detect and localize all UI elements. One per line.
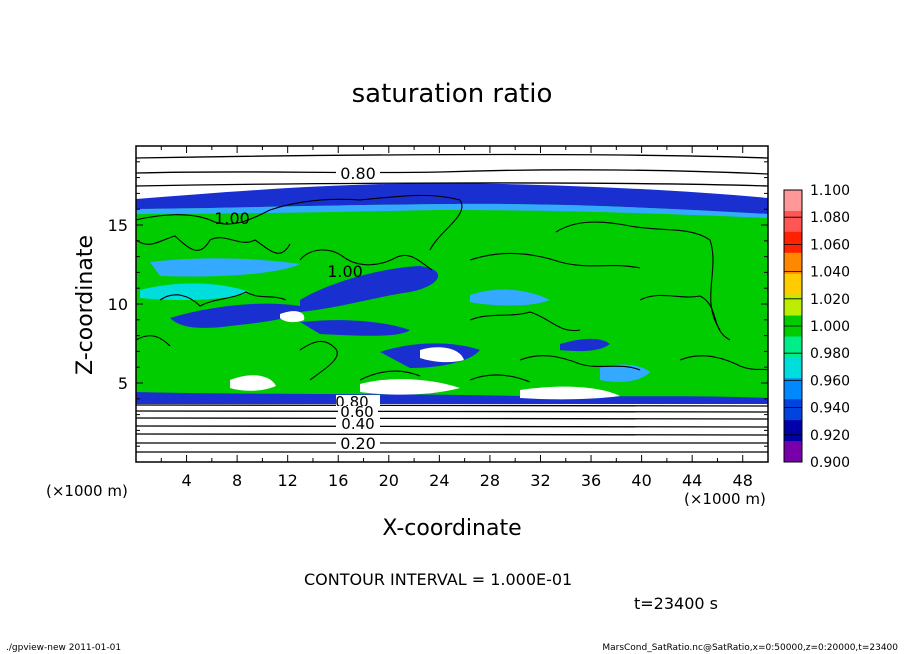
x-tick-label-9: 40 [631, 471, 651, 490]
y-axis-ticks: 5 10 15 [108, 161, 768, 447]
field-bottom-blue-band [136, 392, 768, 404]
colorbar-band-2 [784, 231, 802, 254]
contour-line-7 [136, 433, 768, 436]
saturation-field [136, 183, 768, 404]
colorbar-label-7: 0.960 [810, 373, 850, 389]
x-tick-label-1: 8 [232, 471, 242, 490]
x-tick-label-5: 24 [429, 471, 449, 490]
field-light-2 [470, 289, 550, 306]
y-axis-label: Z-coordinate [73, 235, 98, 375]
x-tick-label-11: 48 [733, 471, 753, 490]
x-tick-label-8: 36 [581, 471, 601, 490]
field-streak-1 [300, 266, 439, 312]
contour-squiggle-1 [136, 235, 291, 254]
contour-squiggle-12 [359, 370, 421, 381]
colorbar-band-4 [784, 273, 802, 296]
contour-line-5 [136, 417, 768, 420]
colorbar-label-4: 1.020 [810, 292, 850, 308]
contour-label-080-top: 0.80 [340, 164, 376, 183]
colorbar-band-12 [784, 441, 802, 463]
contour-label-100-left: 1.00 [214, 209, 250, 228]
field-white-5 [280, 311, 305, 323]
x-tick-label-2: 12 [278, 471, 298, 490]
colorbar-label-9: 0.920 [810, 428, 850, 444]
colorbar-band-8 [784, 357, 802, 379]
contour-squiggle-7 [469, 311, 581, 332]
y-tick-label-0: 5 [118, 374, 128, 393]
colorbar-label-0: 1.100 [810, 183, 850, 199]
colorbar-label-10: 0.900 [810, 455, 850, 471]
contour-squiggle-5 [469, 252, 641, 269]
contour-squiggle-3 [159, 291, 287, 307]
contour-label-040: 0.40 [341, 415, 374, 433]
footer-right: MarsCond_SatRatio.nc@SatRatio,x=0:50000,… [602, 643, 898, 653]
x-tick-label-4: 20 [379, 471, 399, 490]
field-white-1 [230, 375, 276, 391]
contour-squiggle-11 [679, 355, 768, 371]
x-tick-label-0: 4 [181, 471, 191, 490]
x-tick-label-7: 32 [530, 471, 550, 490]
x-tick-label-10: 44 [682, 471, 702, 490]
colorbar-band-7 [784, 336, 802, 358]
colorbar-band-10 [784, 399, 802, 421]
colorbar-label-6: 0.980 [810, 346, 850, 362]
contour-line-6 [136, 425, 768, 428]
colorbar-label-3: 1.040 [810, 265, 850, 281]
x-axis-ticks: 4 8 12 16 20 24 28 32 36 40 44 48 [160, 146, 753, 490]
contour-squiggle-9 [136, 335, 171, 347]
contour-interval-text: CONTOUR INTERVAL = 1.000E-01 [304, 570, 572, 589]
contour-label-060: 0.60 [340, 403, 373, 421]
x-tick-label-6: 28 [480, 471, 500, 490]
field-streak-5 [560, 338, 610, 352]
colorbar-labels: 1.100 1.080 1.060 1.040 1.020 1.000 0.980 0.960… [810, 183, 850, 471]
colorbar-label-1: 1.080 [810, 210, 850, 226]
colorbar-band-9 [784, 378, 802, 400]
contour-squiggle-13 [469, 374, 531, 383]
contour-squiggle-10 [519, 355, 641, 371]
plot-area [136, 146, 768, 462]
y-tick-label-2: 15 [108, 216, 128, 235]
field-white-4 [420, 347, 464, 363]
contour-line-2 [136, 182, 768, 187]
contour-line-4 [136, 410, 768, 413]
contour-line-1 [136, 169, 768, 175]
x-axis-label: X-coordinate [382, 516, 521, 541]
colorbar-band-5 [784, 294, 802, 317]
colorbar-label-5: 1.000 [810, 319, 850, 335]
field-streak-3 [300, 320, 410, 336]
contour-line-3 [136, 404, 768, 407]
chart-title: saturation ratio [352, 79, 553, 109]
field-top-lightblue-band [136, 203, 768, 218]
contour-squiggle-8 [639, 294, 731, 341]
contour-label-020: 0.20 [340, 434, 376, 453]
contour-squiggle-2 [299, 249, 433, 271]
contour-squiggle-4 [299, 340, 338, 381]
contour-lines [136, 153, 768, 453]
footer-left: ./gpview-new 2011-01-01 [6, 643, 121, 653]
contour-squiggle-0 [136, 194, 463, 251]
colorbar-band-1 [784, 210, 802, 233]
time-label: t=23400 s [634, 594, 718, 613]
colorbar-band-11 [784, 420, 802, 442]
colorbar-band-0 [784, 190, 802, 212]
contour-labels: 0.80 1.00 1.00 0.80 0.60 0.40 0.20 [214, 164, 380, 453]
colorbar-label-2: 1.060 [810, 237, 850, 253]
contour-squiggle-6 [555, 221, 721, 331]
field-white-3 [520, 386, 620, 400]
field-streak-2 [170, 303, 302, 328]
colorbar [783, 189, 803, 463]
x-unit-right: (×1000 m) [684, 490, 766, 508]
x-tick-label-3: 16 [328, 471, 348, 490]
field-white-2 [360, 379, 460, 395]
contour-line-0 [136, 153, 768, 159]
colorbar-label-8: 0.940 [810, 401, 850, 417]
x-unit-left: (×1000 m) [46, 482, 128, 500]
field-green-band [136, 203, 768, 400]
contour-label-100-mid: 1.00 [327, 262, 363, 281]
field-light-1 [150, 258, 300, 277]
y-tick-label-1: 10 [108, 295, 128, 314]
colorbar-band-3 [784, 252, 802, 275]
